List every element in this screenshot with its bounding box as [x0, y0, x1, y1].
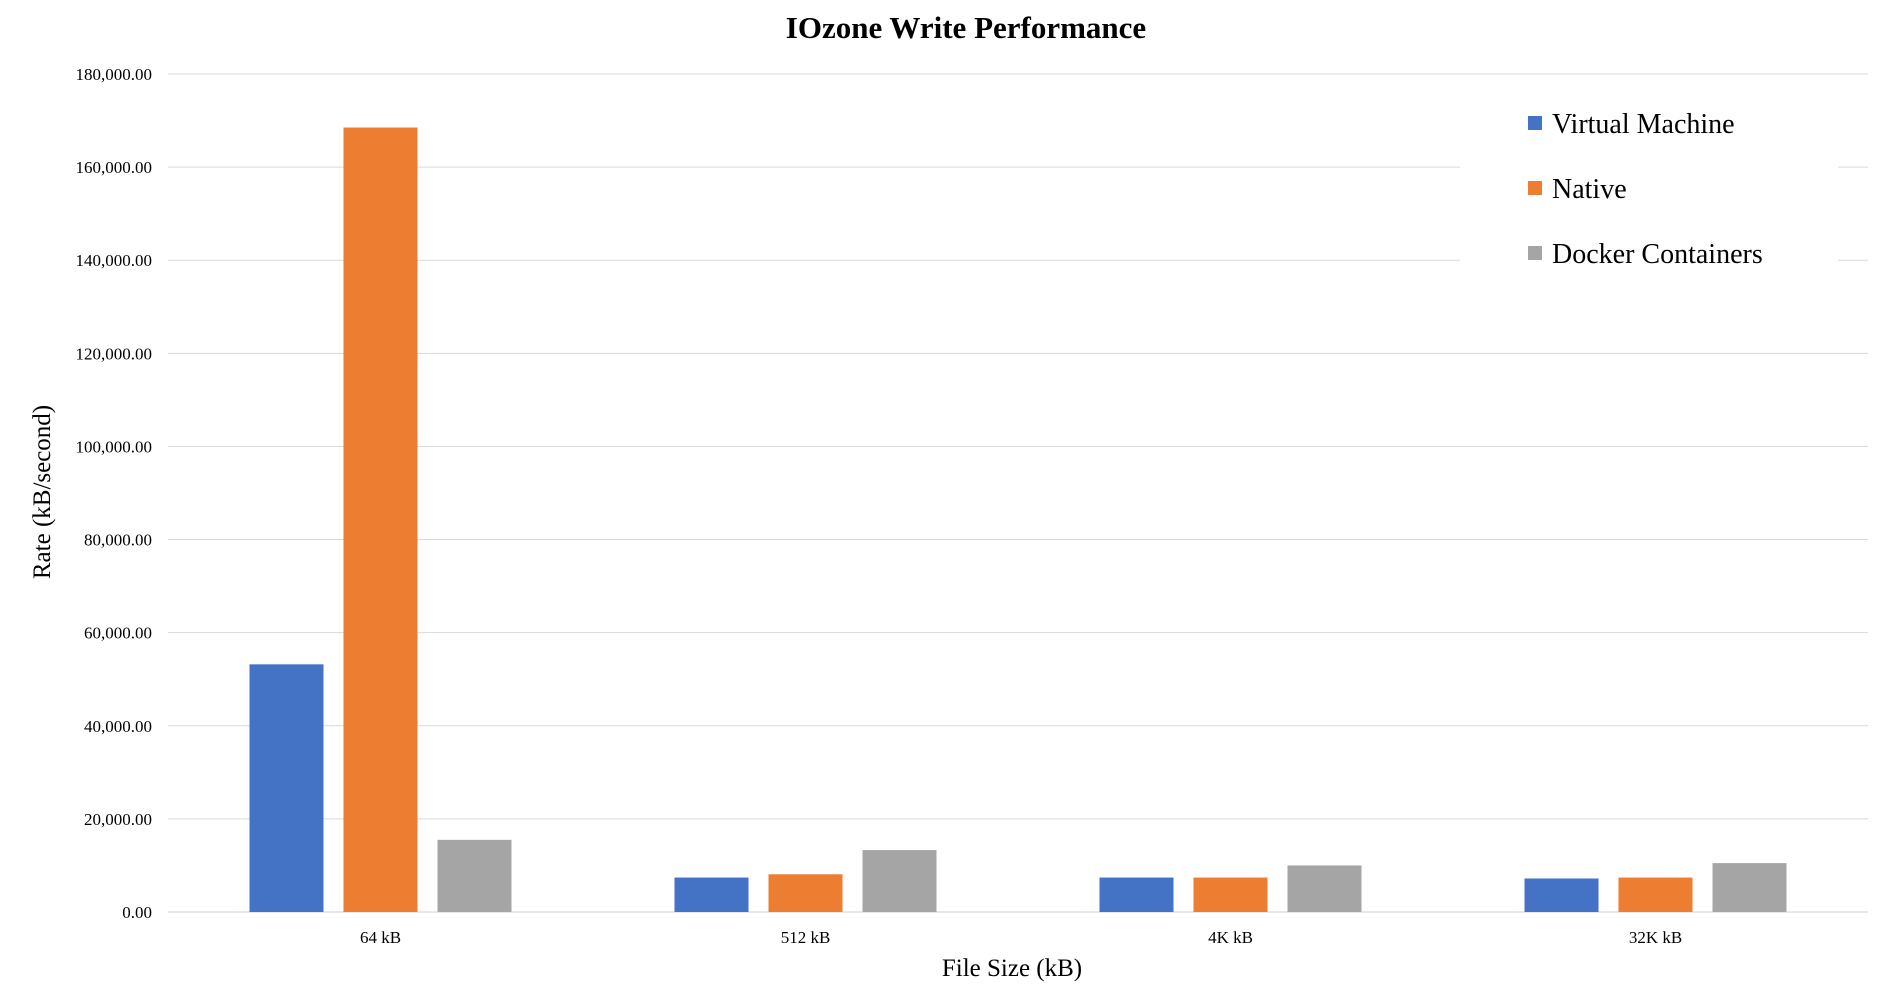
y-tick-label: 180,000.00: [76, 65, 153, 84]
bar-docker-containers-1: [862, 850, 937, 912]
y-tick-label: 80,000.00: [84, 531, 152, 550]
bar-virtual-machine-0: [249, 664, 324, 912]
bar-virtual-machine-2: [1099, 877, 1174, 912]
legend: Virtual Machine Native Docker Containers: [1528, 109, 1763, 270]
legend-swatch: [1528, 246, 1542, 260]
legend-swatch: [1528, 181, 1542, 195]
bar-native-2: [1193, 877, 1268, 912]
bar-virtual-machine-3: [1524, 878, 1599, 912]
bar-docker-containers-2: [1287, 865, 1362, 912]
bar-native-1: [768, 874, 843, 912]
x-tick-label: 512 kB: [781, 928, 831, 947]
y-tick-label: 60,000.00: [84, 624, 152, 643]
y-tick-label: 160,000.00: [76, 158, 153, 177]
x-axis-ticks: 64 kB 512 kB 4K kB 32K kB: [360, 928, 1682, 947]
bar-native-3: [1618, 877, 1693, 912]
legend-label: Virtual Machine: [1552, 109, 1735, 140]
bar-docker-containers-0: [437, 839, 512, 912]
y-tick-label: 140,000.00: [76, 251, 153, 270]
gridlines: [168, 73, 1868, 913]
y-axis-ticks: 0.00 20,000.00 40,000.00 60,000.00 80,000.00…: [76, 65, 153, 922]
y-axis-label: Rate (kB/second): [29, 405, 56, 579]
legend-backdrop: [1460, 95, 1838, 285]
chart-title: IOzone Write Performance: [786, 10, 1146, 45]
x-tick-label: 4K kB: [1208, 928, 1253, 947]
bar-docker-containers-3: [1712, 863, 1787, 912]
x-tick-label: 64 kB: [360, 928, 401, 947]
x-tick-label: 32K kB: [1629, 928, 1682, 947]
legend-label: Docker Containers: [1552, 239, 1763, 270]
legend-label: Native: [1552, 174, 1627, 205]
x-axis-label: File Size (kB): [942, 955, 1082, 982]
y-tick-label: 120,000.00: [76, 344, 153, 363]
y-tick-label: 40,000.00: [84, 717, 152, 736]
bars: [249, 127, 1787, 913]
bar-virtual-machine-1: [674, 877, 749, 912]
y-tick-label: 0.00: [122, 903, 152, 922]
legend-swatch: [1528, 116, 1542, 130]
y-tick-label: 20,000.00: [84, 810, 152, 829]
y-tick-label: 100,000.00: [76, 437, 153, 456]
bar-native-0: [343, 127, 418, 913]
